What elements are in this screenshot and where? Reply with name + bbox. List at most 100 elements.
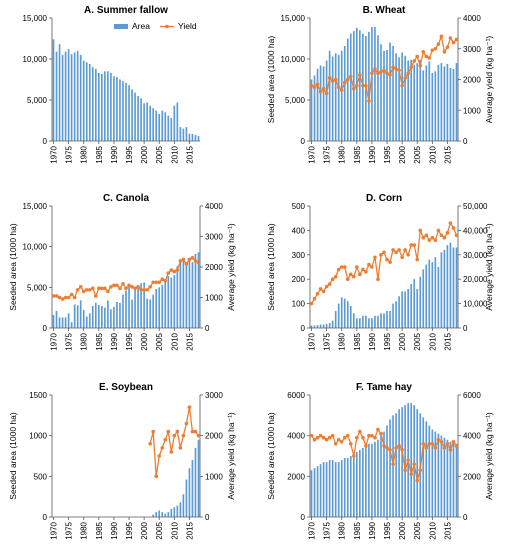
chart-panel-5: E. Soybean 0 500 1000 1500 0 1000 2000 3000 1970 1…	[8, 382, 236, 540]
y-tick-label: 200	[292, 275, 306, 284]
area-bar	[170, 118, 173, 141]
area-bar	[155, 512, 158, 517]
yield-point	[193, 429, 198, 434]
area-bar	[316, 68, 319, 141]
yield-point	[351, 274, 356, 279]
area-bar	[173, 275, 176, 328]
yield-point	[367, 433, 371, 438]
yield-point	[166, 271, 171, 275]
y-tick-label: 400	[292, 226, 306, 235]
yield-point	[436, 437, 441, 442]
x-tick-label: 2010	[170, 145, 179, 163]
yield-point	[379, 253, 383, 257]
area-bar	[419, 59, 422, 141]
y-tick-label: 0	[301, 137, 306, 146]
yield-point	[397, 248, 401, 252]
yield-point	[315, 292, 320, 296]
area-bar	[443, 437, 446, 517]
area-bar	[343, 45, 346, 141]
y-tick-label: 0	[43, 137, 48, 146]
y2-tick-label: 1000	[205, 472, 223, 481]
yield-point	[418, 468, 423, 473]
yield-point	[148, 285, 152, 289]
yield-point	[181, 433, 186, 438]
yield-point	[339, 88, 344, 93]
area-bar	[374, 441, 376, 517]
y2-tick-label: 4000	[463, 14, 481, 23]
area-bar	[319, 65, 322, 141]
yield-point	[409, 65, 413, 69]
area-bar	[152, 514, 155, 517]
yield-point	[184, 262, 189, 266]
area-bar	[437, 64, 440, 141]
yield-point	[157, 454, 162, 458]
yield-point	[136, 285, 140, 289]
y-tick-label: 10,000	[23, 55, 48, 64]
area-bar	[331, 320, 334, 328]
y-tick-label: 0	[43, 324, 48, 333]
area-bar	[407, 288, 409, 328]
y2-tick-label: 2000	[205, 432, 223, 441]
area-bar	[428, 61, 431, 141]
y2-tick-label: 30,000	[463, 251, 488, 260]
area-bar	[377, 35, 379, 141]
yield-point	[100, 286, 104, 291]
area-bar	[325, 462, 328, 517]
area-bar	[64, 317, 67, 328]
yield-point	[321, 86, 326, 91]
yield-point	[436, 42, 441, 46]
area-bar	[67, 313, 70, 328]
yield-point	[418, 63, 423, 68]
y2-tick-label: 1000	[205, 294, 223, 303]
x-tick-label: 1985	[95, 332, 104, 350]
yield-point	[121, 281, 125, 286]
yield-point	[376, 277, 380, 282]
yield-point	[93, 294, 98, 298]
area-bar	[352, 453, 355, 517]
yield-point	[127, 283, 131, 288]
x-tick-label: 2000	[140, 521, 149, 539]
area-bar	[434, 431, 437, 517]
yield-point	[324, 91, 329, 96]
yield-point	[412, 462, 417, 466]
area-bar	[428, 425, 431, 517]
x-tick-label: 1995	[125, 521, 134, 539]
yield-point	[355, 435, 359, 440]
area-bar	[325, 60, 328, 141]
y-tick-label: 6000	[287, 391, 305, 400]
area-bar	[197, 439, 200, 517]
yield-point	[427, 56, 432, 60]
yield-point	[309, 83, 314, 88]
area-bar	[188, 468, 191, 517]
y-tick-label: 100	[292, 300, 306, 309]
yield-point	[309, 301, 314, 306]
x-tick-label: 1975	[65, 145, 74, 163]
yield-point	[175, 429, 180, 434]
area-bar	[340, 460, 343, 517]
area-bar	[52, 314, 55, 328]
yield-point	[318, 90, 323, 94]
area-bar	[128, 285, 130, 328]
x-tick-label: 2005	[413, 521, 422, 539]
yield-point	[333, 274, 338, 279]
area-bar	[374, 315, 376, 328]
area-bar	[313, 325, 316, 328]
area-bar	[185, 479, 188, 517]
area-bar	[173, 507, 176, 517]
area-bar	[349, 306, 352, 328]
area-bar	[401, 407, 403, 517]
x-tick-label: 1990	[110, 332, 119, 350]
yield-point	[451, 226, 456, 230]
area-bar	[452, 68, 455, 141]
yield-point	[424, 54, 429, 59]
area-bar	[449, 441, 452, 517]
x-tick-label: 1995	[125, 145, 134, 163]
chart-title: B. Wheat	[363, 5, 406, 16]
y-tick-label: 2000	[287, 472, 305, 481]
area-bar	[328, 323, 331, 328]
x-tick-label: 2000	[398, 332, 407, 350]
yield-point	[196, 260, 201, 265]
yield-point	[370, 265, 374, 269]
area-bar	[182, 128, 185, 141]
area-bar	[85, 62, 88, 141]
